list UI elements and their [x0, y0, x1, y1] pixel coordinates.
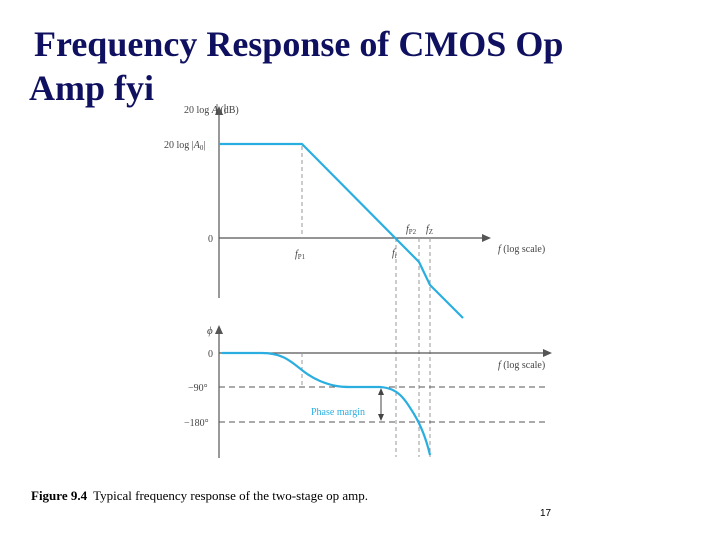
magnitude-y-tick-a0: 20 log |A0|: [164, 140, 205, 152]
label-fz: fZ: [426, 224, 433, 236]
figure-caption-text: Typical frequency response of the two-st…: [93, 488, 368, 503]
phase-x-axis-label: f (log scale): [498, 360, 545, 371]
page-number: 17: [540, 508, 552, 519]
label-fp1: fP1: [295, 249, 306, 261]
magnitude-y-tick-zero: 0: [208, 234, 213, 245]
phase-x-axis-arrow: [543, 349, 552, 357]
phase-y-axis-arrow: [215, 325, 223, 334]
phase-plot: ϕ 0 −90° −180° f (log scale) Phase margi…: [184, 325, 552, 458]
phase-y-tick-minus180: −180°: [184, 418, 209, 429]
phase-y-tick-zero: 0: [208, 349, 213, 360]
slide-title-line-1: Frequency Response of CMOS Op: [34, 24, 564, 64]
figure-caption-label: Figure 9.4: [31, 488, 88, 503]
label-fp2: fP2: [406, 224, 417, 236]
phase-y-axis-label: ϕ: [207, 325, 213, 337]
magnitude-curve: [219, 142, 464, 319]
figure-caption: Figure 9.4 Typical frequency response of …: [31, 488, 368, 504]
phase-margin-arrow-bottom: [378, 414, 384, 421]
phase-margin-arrow-top: [378, 388, 384, 395]
phase-margin-label: Phase margin: [311, 407, 365, 418]
magnitude-plot: 20 log A (dB) 20 log |A0| 0 f (log scale…: [164, 104, 545, 457]
magnitude-x-axis-label: f (log scale): [498, 244, 545, 255]
label-ft: ft: [392, 248, 398, 260]
slide-title-line-2: Amp fyi: [29, 68, 154, 108]
phase-curve: [222, 351, 432, 456]
slide-title: Frequency Response of CMOS Op Amp fyi: [29, 22, 564, 110]
magnitude-x-axis-arrow: [482, 234, 491, 242]
magnitude-y-axis-label: 20 log A (dB): [184, 105, 239, 116]
phase-y-tick-minus90: −90°: [188, 383, 208, 394]
